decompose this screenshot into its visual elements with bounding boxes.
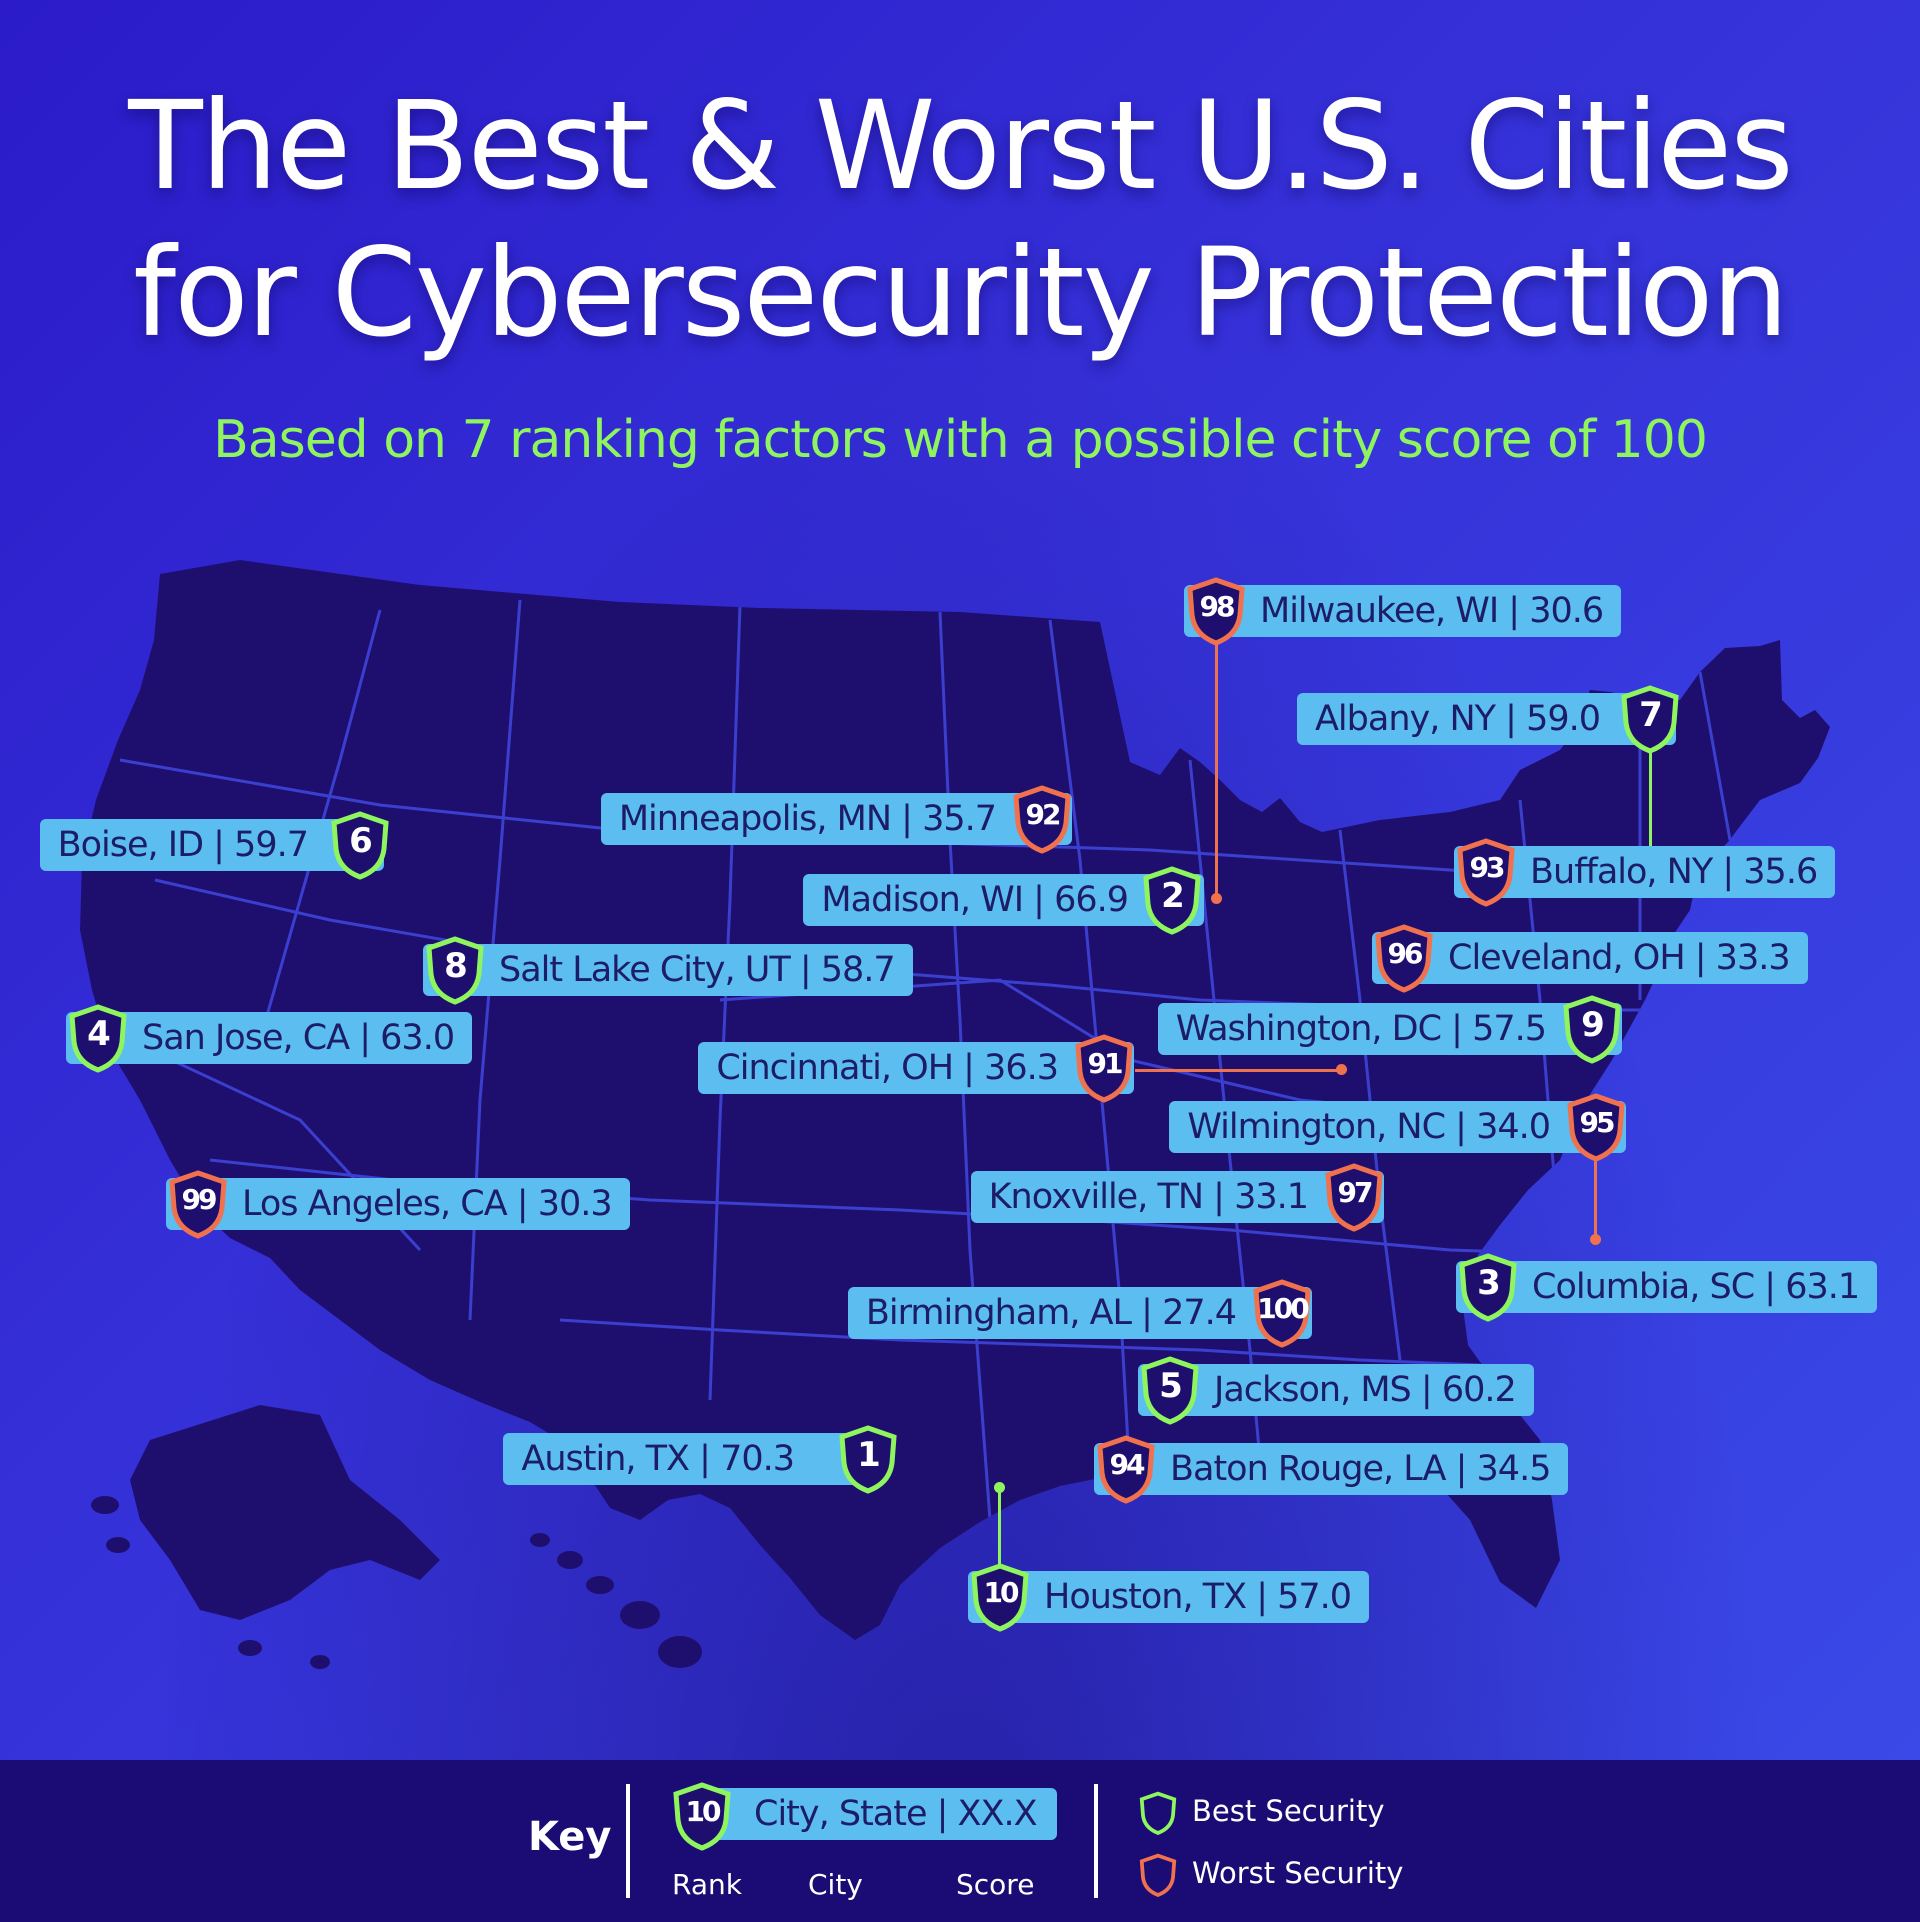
city-label: Birmingham, AL | 27.4 [847,1287,1312,1339]
city-label: Boise, ID | 59.7 [39,819,384,871]
city-label: Jackson, MS | 60.2 [1138,1364,1534,1416]
best-shield-icon: 5 [1138,1354,1202,1426]
city-label: Wilmington, NC | 34.0 [1169,1101,1626,1153]
city-rank: 96 [1387,937,1424,970]
city-label: Columbia, SC | 63.1 [1456,1261,1878,1313]
city-label: Baton Rouge, LA | 34.5 [1094,1443,1569,1495]
city-rank: 98 [1199,590,1236,623]
worst-shield-icon: 97 [1322,1161,1386,1233]
city-rank: 4 [87,1014,111,1054]
key-bar: Key City, State | XX.X 10 Rank City Scor… [0,1760,1920,1922]
city-rank: 5 [1159,1366,1183,1406]
city-label: Salt Lake City, UT | 58.7 [423,944,913,996]
city-label: Austin, TX | 70.3 [503,1433,870,1485]
best-shield-icon: 2 [1140,864,1204,936]
worst-shield-icon [1138,1852,1178,1898]
city-label: Buffalo, NY | 35.6 [1454,846,1836,898]
worst-shield-icon: 91 [1072,1032,1136,1104]
best-legend-label: Best Security [1192,1794,1385,1828]
city-rank: 8 [444,946,468,986]
city-rank: 94 [1109,1448,1146,1481]
city-rank: 100 [1257,1292,1309,1325]
best-shield-icon: 3 [1456,1251,1520,1323]
leader-houston [998,1488,1001,1570]
city-label: San Jose, CA | 63.0 [66,1012,473,1064]
worst-shield-icon: 93 [1454,836,1518,908]
best-shield-icon: 4 [66,1002,130,1074]
city-rank: 9 [1581,1005,1605,1045]
city-label: Knoxville, TN | 33.1 [970,1171,1384,1223]
key-example-rank: 10 [685,1795,722,1828]
city-rank: 6 [349,821,373,861]
best-shield-icon: 10 [968,1561,1032,1633]
island-shapes [91,1496,702,1669]
title-line-2: for Cybersecurity Protection [133,222,1789,364]
city-label: Milwaukee, WI | 30.6 [1184,585,1622,637]
city-label: Cleveland, OH | 33.3 [1372,932,1808,984]
leader-milwaukee [1215,640,1218,902]
city-rank: 3 [1477,1263,1501,1303]
city-rank: 92 [1025,798,1062,831]
city-rank: 2 [1161,876,1185,916]
city-label: Albany, NY | 59.0 [1296,693,1676,745]
key-city-caption: City [808,1868,863,1901]
best-shield-icon [1138,1790,1178,1836]
worst-shield-icon: 94 [1094,1433,1158,1505]
city-label: Houston, TX | 57.0 [968,1571,1370,1623]
leader-cincinnati-dot [1336,1064,1347,1075]
city-rank: 95 [1579,1106,1616,1139]
key-score-caption: Score [956,1868,1035,1901]
key-example-shield-icon: 10 [670,1780,734,1852]
worst-shield-icon: 96 [1372,922,1436,994]
city-rank: 10 [983,1576,1020,1609]
worst-shield-icon: 92 [1010,783,1074,855]
worst-shield-icon: 95 [1564,1091,1628,1163]
worst-shield-icon: 100 [1250,1277,1314,1349]
key-divider-right [1094,1784,1098,1898]
best-shield-icon: 6 [328,809,392,881]
alaska-shape [130,1405,440,1620]
best-shield-icon: 1 [836,1423,900,1495]
best-shield-icon: 8 [423,934,487,1006]
city-rank: 91 [1087,1047,1124,1080]
best-shield-icon: 9 [1560,993,1624,1065]
key-example-pill: City, State | XX.X [698,1788,1057,1840]
worst-legend-label: Worst Security [1192,1856,1404,1890]
city-label: Minneapolis, MN | 35.7 [600,793,1072,845]
worst-shield-icon: 98 [1184,575,1248,647]
city-rank: 99 [181,1183,218,1216]
leader-cincinnati [1135,1069,1343,1072]
city-label: Cincinnati, OH | 36.3 [698,1042,1134,1094]
leader-wilmington [1594,1160,1597,1238]
leader-wilmington-dot [1590,1234,1601,1245]
leader-milwaukee-dot [1211,893,1222,904]
city-rank: 93 [1469,851,1506,884]
city-label: Madison, WI | 66.9 [803,874,1204,926]
subtitle: Based on 7 ranking factors with a possib… [213,410,1708,470]
best-shield-icon: 7 [1618,683,1682,755]
city-label: Los Angeles, CA | 30.3 [166,1178,630,1230]
city-rank: 97 [1337,1176,1374,1209]
key-rank-caption: Rank [672,1868,742,1901]
leader-albany [1649,752,1652,878]
worst-shield-icon: 99 [166,1168,230,1240]
city-rank: 7 [1639,695,1663,735]
key-divider-left [626,1784,630,1898]
leader-houston-dot [994,1482,1005,1493]
title-line-1: The Best & Worst U.S. Cities [128,75,1794,217]
key-title: Key [528,1814,612,1860]
city-label: Washington, DC | 57.5 [1157,1003,1622,1055]
city-rank: 1 [857,1435,881,1475]
